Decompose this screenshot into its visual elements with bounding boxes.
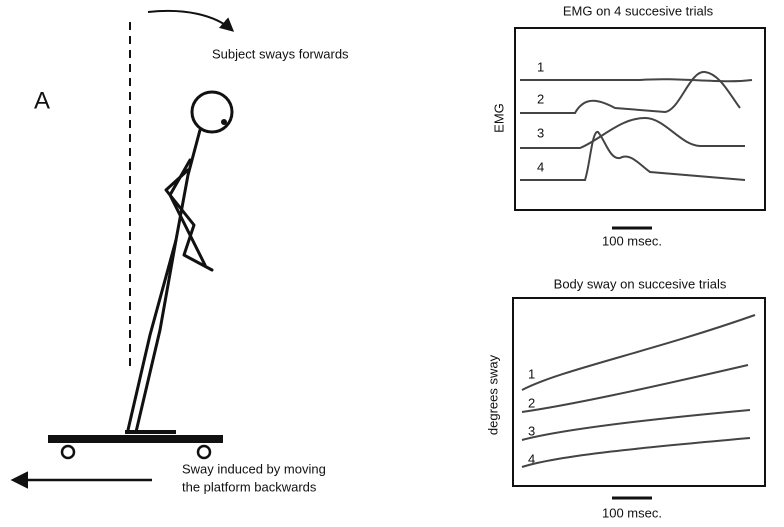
y-label: EMG: [491, 103, 506, 133]
trace-label: 2: [537, 91, 544, 106]
trace: [520, 72, 740, 113]
stick-figure: [125, 92, 232, 432]
trace-label: 4: [537, 159, 544, 174]
trace: [522, 315, 755, 390]
scale-label: 100 msec.: [602, 233, 662, 248]
platform: [48, 435, 223, 458]
bottom-annotation: the platform backwards: [182, 479, 317, 494]
scale-label: 100 msec.: [602, 505, 662, 520]
bottom-annotation: Sway induced by moving: [182, 461, 326, 476]
trace: [522, 410, 750, 440]
top-annotation: Subject sways forwards: [212, 46, 349, 61]
trace: [520, 132, 745, 180]
trace: [520, 118, 745, 148]
panel-frame: [513, 298, 765, 486]
figure: A Subject sways forwards Sway induced by…: [0, 0, 784, 527]
trace: [520, 79, 752, 81]
y-label: degrees sway: [485, 354, 500, 435]
trace: [522, 365, 748, 412]
trace-label: 1: [528, 366, 535, 381]
panel-title: EMG on 4 succesive trials: [563, 3, 714, 18]
sway-arrow: [148, 11, 232, 30]
panel-label: A: [34, 87, 50, 114]
trace-label: 3: [537, 125, 544, 140]
panel-title: Body sway on succesive trials: [554, 276, 727, 291]
trace-label: 1: [537, 59, 544, 74]
trace-label: 2: [528, 395, 535, 410]
trace: [522, 438, 750, 467]
